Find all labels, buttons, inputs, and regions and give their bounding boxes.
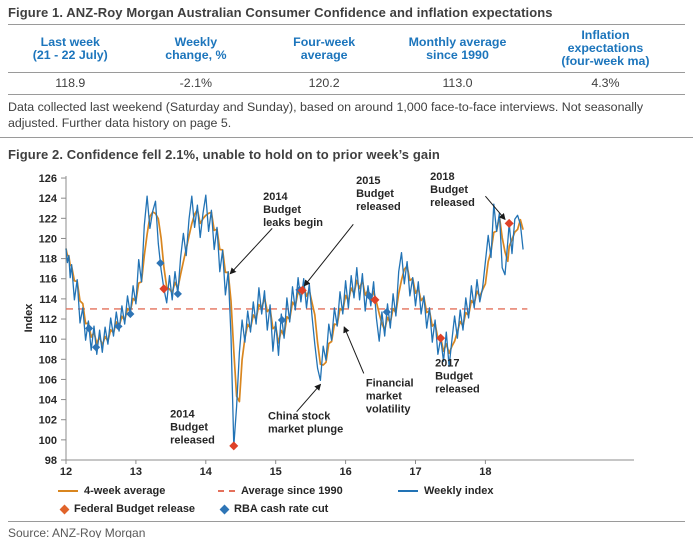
rba-cash-rate-cut-marker — [91, 343, 101, 352]
y-tick-label: 98 — [45, 455, 57, 467]
legend-item-rba-cash-rate-cut: RBA cash rate cut — [218, 502, 328, 516]
x-tick-label: 14 — [200, 466, 213, 478]
divider-below-figure1-title — [8, 24, 685, 25]
figure1-title: Figure 1. ANZ-Roy Morgan Australian Cons… — [8, 5, 553, 20]
chart-annotation: 2017 Budget released — [435, 357, 480, 395]
table-value-row: 118.9 -2.1% 120.2 113.0 4.3% — [8, 72, 685, 95]
figure2-title: Figure 2. Confidence fell 2.1%, unable t… — [8, 147, 440, 162]
annotation-arrow — [229, 228, 273, 275]
legend-item-weekly-index: Weekly index — [398, 484, 494, 498]
line-swatch-icon — [398, 490, 418, 492]
y-tick-label: 104 — [39, 395, 58, 407]
legend-item-4-week-average: 4-week average — [58, 484, 165, 498]
x-tick-label: 16 — [339, 466, 351, 478]
line-swatch-icon — [58, 490, 78, 492]
federal-budget-release-marker — [229, 441, 239, 451]
chart-legend: 4-week average Average since 1990 Weekly i… — [0, 480, 693, 516]
annotation-arrow — [343, 326, 365, 374]
rba-cash-rate-cut-marker — [156, 259, 165, 268]
table-header-inflation-expectations: Inflation expectations (four-week ma) — [525, 25, 685, 73]
table-header-last-week: Last week (21 - 22 July) — [8, 25, 133, 73]
rba-cash-rate-cut-marker — [126, 309, 135, 319]
diamond-swatch-icon — [59, 504, 70, 514]
line-swatch-icon — [218, 490, 235, 492]
rba-cash-rate-cut-marker — [114, 322, 123, 331]
annotation-arrow — [303, 224, 354, 287]
annotation-arrow — [296, 383, 322, 412]
value-monthly-average: 113.0 — [389, 72, 526, 95]
legend-label: RBA cash rate cut — [234, 503, 329, 515]
value-inflation-expectations: 4.3% — [525, 72, 685, 95]
y-tick-label: 110 — [39, 334, 57, 346]
weekly-index-line — [65, 194, 524, 447]
y-axis-label: Index — [23, 303, 35, 333]
legend-label: Weekly index — [424, 485, 494, 497]
legend-item-average-since-1990: Average since 1990 — [218, 484, 343, 498]
table-header-weekly-change: Weekly change, % — [132, 25, 260, 73]
rba-cash-rate-cut-marker — [382, 307, 391, 317]
x-tick-label: 17 — [409, 466, 421, 478]
y-tick-label: 126 — [39, 173, 57, 185]
legend-label: Average since 1990 — [241, 485, 343, 497]
annotation-arrow — [485, 195, 506, 221]
legend-label: Federal Budget release — [74, 503, 196, 515]
x-tick-label: 13 — [130, 466, 142, 478]
federal-budget-release-marker — [297, 285, 307, 295]
y-tick-label: 114 — [39, 294, 58, 306]
federal-budget-release-marker — [159, 284, 169, 294]
y-tick-label: 122 — [39, 213, 57, 225]
rba-cash-rate-cut-marker — [173, 289, 182, 298]
rba-cash-rate-cut-marker — [277, 315, 287, 325]
x-tick-label: 15 — [270, 466, 282, 478]
y-tick-label: 112 — [39, 314, 57, 326]
y-tick-label: 116 — [39, 274, 57, 286]
chart-axes — [61, 176, 634, 464]
y-tick-label: 118 — [39, 254, 57, 266]
x-tick-label: 18 — [479, 466, 491, 478]
chart-annotation: China stock market plunge — [268, 411, 343, 436]
chart-annotation: 2014 Budget leaks begin — [263, 191, 323, 229]
federal-budget-release-marker — [370, 295, 380, 305]
federal-budget-release-marker — [436, 333, 446, 343]
rba-cash-rate-cut-marker — [365, 291, 374, 300]
source-text: Source: ANZ-Roy Morgan — [8, 526, 146, 538]
federal-budget-release-marker — [504, 218, 514, 228]
y-tick-label: 120 — [39, 233, 57, 245]
y-tick-label: 108 — [39, 354, 57, 366]
confidence-table: Last week (21 - 22 July) Weekly change, … — [8, 25, 685, 95]
y-tick-label: 106 — [39, 374, 57, 386]
chart-annotation: 2014 Budget released — [170, 409, 215, 447]
legend-item-federal-budget-release: Federal Budget release — [58, 502, 195, 516]
value-weekly-change: -2.1% — [132, 72, 260, 95]
value-last-week: 118.9 — [8, 72, 133, 95]
x-tick-label: 12 — [60, 466, 72, 478]
y-tick-label: 124 — [39, 193, 58, 205]
table-note: Data collected last weekend (Saturday an… — [0, 95, 693, 138]
table-header-four-week-average: Four-week average — [259, 25, 390, 73]
confidence-chart: 98 100 102 104 106 108 110 112 114 116 118 120 122 12… — [23, 171, 634, 478]
table-header-row: Last week (21 - 22 July) Weekly change, … — [8, 25, 685, 73]
table-header-monthly-average: Monthly average since 1990 — [389, 25, 526, 73]
rba-cash-rate-cut-marker — [84, 324, 94, 333]
value-four-week-average: 120.2 — [259, 72, 390, 95]
chart-annotation: 2015 Budget released — [356, 175, 401, 213]
diamond-swatch-icon — [219, 504, 230, 514]
chart-annotation: 2018 Budget released — [430, 171, 475, 209]
y-tick-label: 102 — [39, 415, 57, 427]
chart-annotation: Financial market volatility — [366, 377, 414, 415]
divider-above-source — [8, 521, 685, 522]
y-tick-label: 100 — [39, 435, 57, 447]
legend-label: 4-week average — [84, 485, 166, 497]
